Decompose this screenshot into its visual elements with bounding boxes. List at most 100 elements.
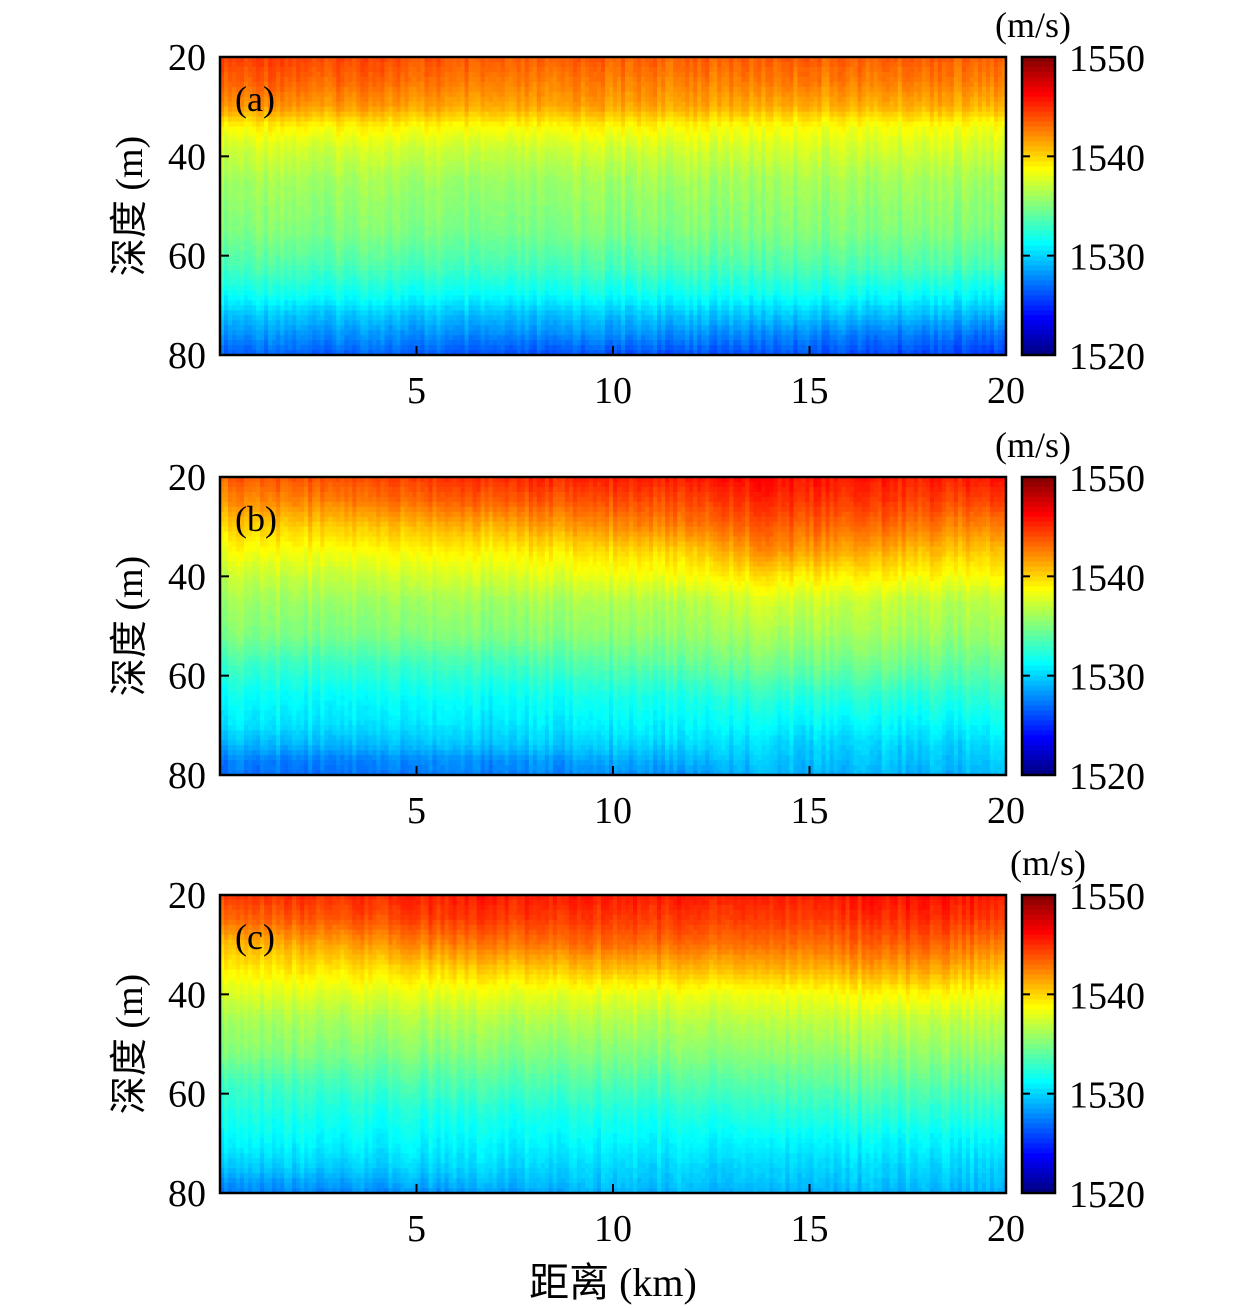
heatmap-cell: [529, 256, 534, 262]
heatmap-cell: [521, 62, 526, 68]
heatmap-cell: [404, 191, 409, 197]
heatmap-cell: [272, 226, 277, 232]
heatmap-cell: [441, 335, 446, 341]
heatmap-cell: [481, 72, 486, 78]
heatmap-cell: [485, 281, 490, 287]
heatmap-cell: [304, 251, 309, 257]
heatmap-cell: [332, 281, 337, 287]
heatmap-cell: [232, 315, 237, 321]
heatmap-cell: [236, 251, 241, 257]
heatmap-cell: [328, 146, 333, 152]
heatmap-cell: [364, 216, 369, 222]
heatmap-cell: [284, 92, 289, 98]
heatmap-cell: [316, 87, 321, 93]
heatmap-cell: [308, 345, 313, 351]
heatmap-cell: [396, 261, 401, 267]
heatmap-cell: [248, 226, 253, 232]
heatmap-cell: [336, 206, 341, 212]
heatmap-cell: [457, 216, 462, 222]
heatmap-cell: [545, 97, 550, 103]
heatmap-cell: [372, 107, 377, 113]
heatmap-cell: [252, 141, 257, 147]
heatmap-cell: [276, 276, 281, 282]
heatmap-cell: [404, 117, 409, 123]
heatmap-cell: [425, 300, 430, 306]
heatmap-cell: [328, 285, 333, 291]
heatmap-cell: [396, 330, 401, 336]
heatmap-cell: [477, 161, 482, 167]
heatmap-cell: [264, 196, 269, 202]
heatmap-cell: [545, 325, 550, 331]
heatmap-cell: [352, 166, 357, 172]
heatmap-cell: [493, 246, 498, 252]
heatmap-cell: [505, 161, 510, 167]
heatmap-cell: [260, 266, 265, 272]
heatmap-cell: [228, 141, 233, 147]
heatmap-cell: [296, 261, 301, 267]
heatmap-cell: [300, 330, 305, 336]
heatmap-cell: [276, 211, 281, 217]
heatmap-cell: [336, 320, 341, 326]
heatmap-cell: [380, 246, 385, 252]
heatmap-cell: [368, 166, 373, 172]
heatmap-cell: [376, 285, 381, 291]
heatmap-cell: [336, 171, 341, 177]
heatmap-cell: [224, 330, 229, 336]
heatmap-cell: [425, 196, 430, 202]
heatmap-cell: [352, 241, 357, 247]
heatmap-cell: [537, 196, 542, 202]
heatmap-cell: [501, 176, 506, 182]
heatmap-cell: [352, 181, 357, 187]
heatmap-cell: [545, 251, 550, 257]
heatmap-cell: [312, 345, 317, 351]
heatmap-cell: [412, 67, 417, 73]
heatmap-cell: [461, 206, 466, 212]
heatmap-cell: [324, 97, 329, 103]
heatmap-cell: [509, 141, 514, 147]
heatmap-cell: [417, 196, 422, 202]
heatmap-cell: [392, 305, 397, 311]
heatmap-cell: [489, 266, 494, 272]
heatmap-cell: [453, 186, 458, 192]
heatmap-cell: [276, 72, 281, 78]
heatmap-cell: [545, 211, 550, 217]
heatmap-cell: [541, 146, 546, 152]
heatmap-cell: [344, 201, 349, 207]
heatmap-cell: [549, 136, 554, 142]
heatmap-cell: [489, 335, 494, 341]
heatmap-cell: [372, 77, 377, 83]
heatmap-cell: [252, 72, 257, 78]
heatmap-cell: [252, 146, 257, 152]
heatmap-cell: [260, 132, 265, 138]
heatmap-cell: [533, 221, 538, 227]
heatmap-cell: [529, 325, 534, 331]
heatmap-cell: [441, 221, 446, 227]
heatmap-cell: [392, 176, 397, 182]
heatmap-cell: [537, 127, 542, 133]
heatmap-cell: [485, 127, 490, 133]
heatmap-cell: [368, 67, 373, 73]
heatmap-cell: [404, 161, 409, 167]
heatmap-cell: [368, 290, 373, 296]
heatmap-cell: [248, 300, 253, 306]
heatmap-cell: [485, 161, 490, 167]
heatmap-cell: [517, 290, 522, 296]
heatmap-cell: [348, 211, 353, 217]
heatmap: [220, 57, 1007, 356]
heatmap-cell: [264, 330, 269, 336]
heatmap-cell: [312, 97, 317, 103]
heatmap-cell: [260, 335, 265, 341]
heatmap-cell: [461, 156, 466, 162]
heatmap-cell: [320, 295, 325, 301]
heatmap-cell: [268, 211, 273, 217]
heatmap-cell: [228, 117, 233, 123]
heatmap-cell: [408, 216, 413, 222]
heatmap-cell: [376, 146, 381, 152]
heatmap-cell: [429, 315, 434, 321]
heatmap-cell: [300, 127, 305, 133]
heatmap-cell: [356, 102, 361, 108]
heatmap-cell: [380, 231, 385, 237]
heatmap-cell: [404, 340, 409, 346]
heatmap-cell: [308, 211, 313, 217]
heatmap-cell: [481, 295, 486, 301]
